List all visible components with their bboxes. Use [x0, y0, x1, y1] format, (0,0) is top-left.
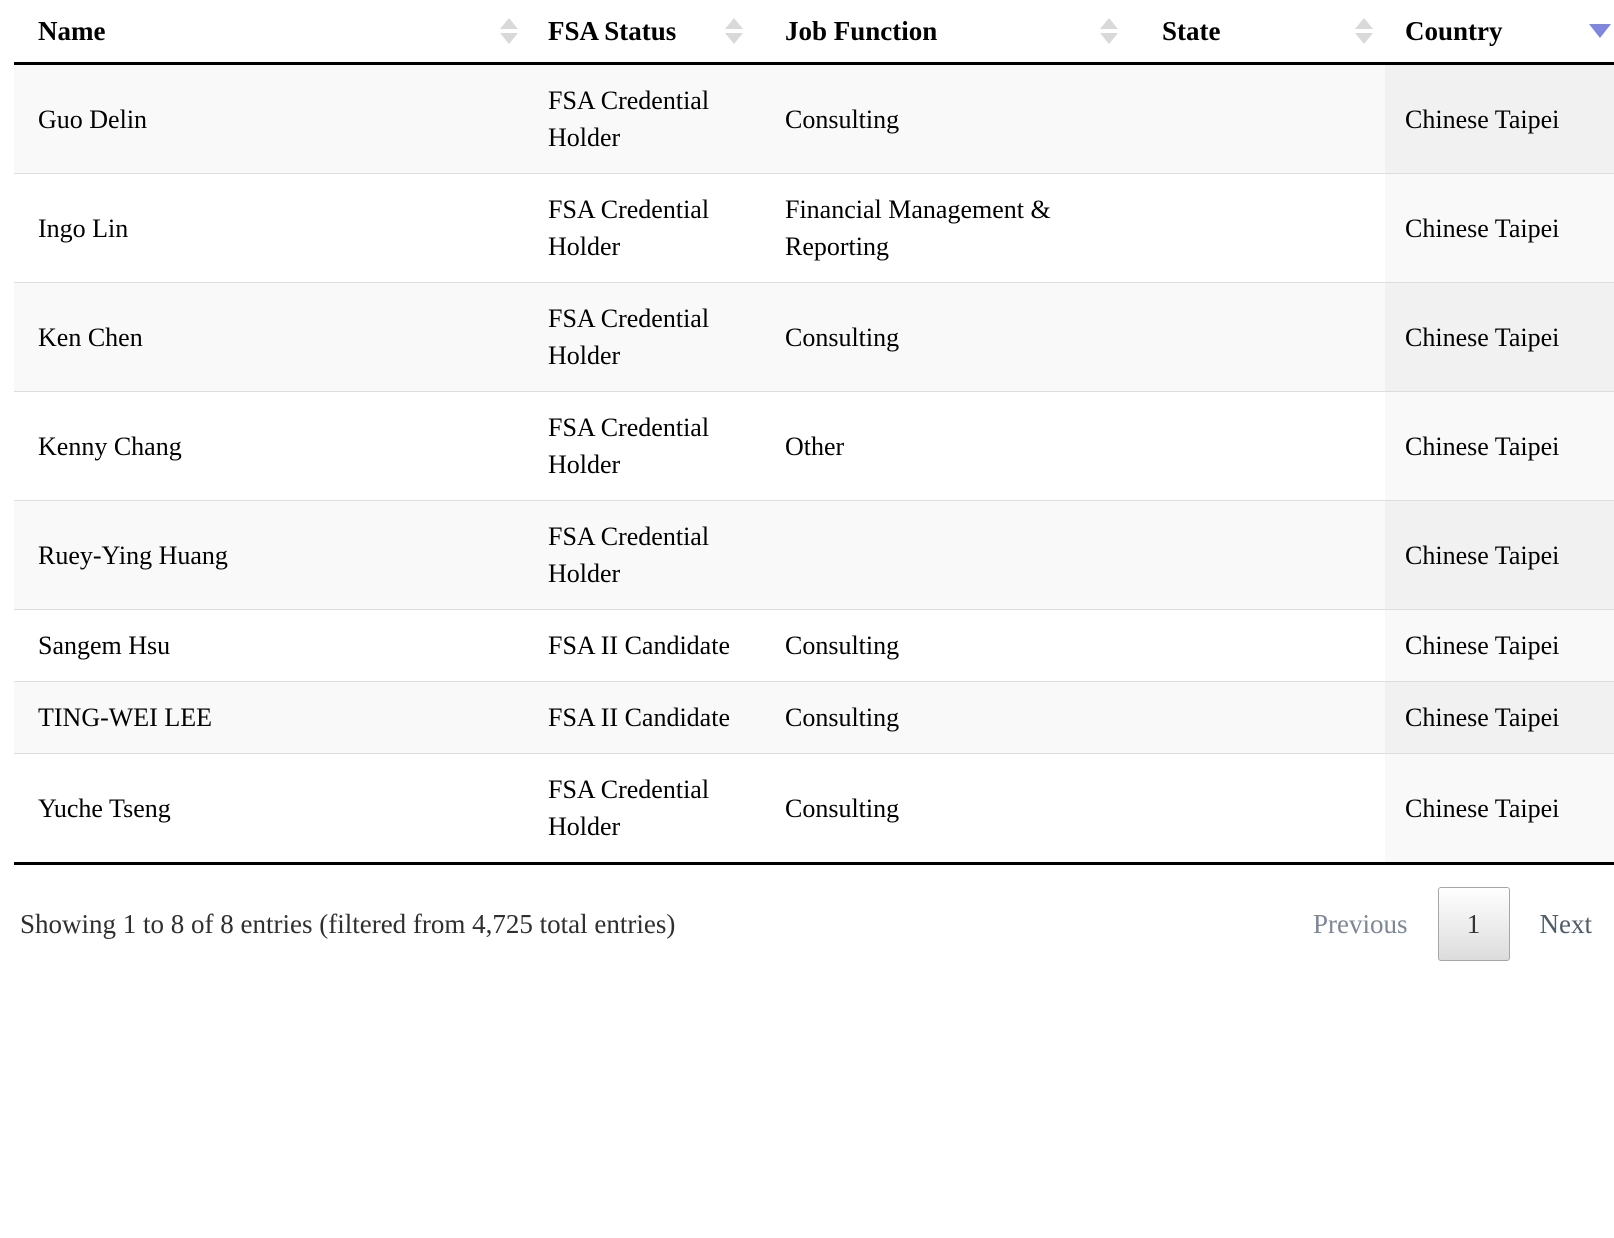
member-directory-results: Name FSA Status Job Function State Country G…	[14, 0, 1614, 985]
cell-fsa-status: FSA Credential Holder	[530, 753, 755, 865]
cell-name: Sangem Hsu	[14, 609, 530, 682]
cell-job-function	[755, 500, 1130, 610]
table-row: Ken Chen FSA Credential Holder Consulting C…	[14, 282, 1614, 392]
table-row: Ruey-Ying Huang FSA Credential Holder Chin…	[14, 500, 1614, 610]
cell-state	[1130, 753, 1385, 865]
cell-country: Chinese Taipei	[1385, 753, 1614, 865]
cell-fsa-status: FSA II Candidate	[530, 681, 755, 754]
table-header: Name FSA Status Job Function State Country	[14, 0, 1614, 65]
cell-name: Ken Chen	[14, 282, 530, 392]
table-row: TING-WEI LEE FSA II Candidate Consulting Ch…	[14, 681, 1614, 754]
cell-name: Guo Delin	[38, 104, 148, 134]
cell-state	[1130, 500, 1385, 610]
cell-job-function: Other	[755, 391, 1130, 501]
cell-name: TING-WEI LEE	[14, 681, 530, 754]
column-header-fsa-status[interactable]: FSA Status	[530, 0, 755, 65]
entries-info: Showing 1 to 8 of 8 entries (filtered fr…	[20, 908, 676, 939]
table-row: Ingo Lin FSA Credential Holder Financial M…	[14, 173, 1614, 283]
cell-name: Ingo Lin	[14, 173, 530, 283]
column-label: Job Function	[785, 16, 938, 46]
cell-fsa-status: FSA Credential Holder	[530, 391, 755, 501]
cell-name: Kenny Chang	[14, 391, 530, 501]
cell-fsa-status: FSA Credential Holder	[548, 86, 710, 152]
cell-job-function: Consulting	[755, 609, 1130, 682]
cell-job-function: Consulting	[785, 104, 900, 134]
table-row: Sangem Hsu FSA II Candidate Consulting Chin…	[14, 609, 1614, 682]
current-page-button[interactable]: 1	[1437, 887, 1510, 961]
sort-both-icon	[1100, 18, 1118, 44]
cell-state	[1130, 609, 1385, 682]
members-table: Name FSA Status Job Function State Country G…	[14, 0, 1614, 865]
cell-country: Chinese Taipei	[1385, 391, 1614, 501]
cell-state	[1130, 391, 1385, 501]
cell-job-function: Consulting	[755, 681, 1130, 754]
column-header-state[interactable]: State	[1130, 0, 1385, 65]
column-header-country[interactable]: Country	[1385, 0, 1614, 65]
cell-name: Yuche Tseng	[14, 753, 530, 865]
cell-state	[1130, 173, 1385, 283]
cell-country: Chinese Taipei	[1385, 500, 1614, 610]
sort-descending-icon	[1589, 24, 1611, 38]
column-header-job-function[interactable]: Job Function	[755, 0, 1130, 65]
cell-fsa-status: FSA Credential Holder	[530, 173, 755, 283]
column-label: Name	[38, 16, 106, 46]
sort-both-icon	[1355, 18, 1373, 44]
cell-state	[1130, 681, 1385, 754]
cell-country: Chinese Taipei	[1385, 681, 1614, 754]
cell-fsa-status: FSA Credential Holder	[530, 282, 755, 392]
cell-job-function: Financial Management & Reporting	[755, 173, 1130, 283]
table-row: Yuche Tseng FSA Credential Holder Consulti…	[14, 753, 1614, 865]
column-label: State	[1162, 16, 1221, 46]
cell-country: Chinese Taipei	[1385, 609, 1614, 682]
cell-job-function: Consulting	[755, 753, 1130, 865]
column-header-name[interactable]: Name	[14, 0, 530, 65]
next-page-button[interactable]: Next	[1539, 908, 1592, 939]
column-label: FSA Status	[548, 16, 677, 46]
column-label: Country	[1405, 16, 1503, 46]
pagination: Previous 1 Next	[1313, 887, 1592, 961]
cell-country: Chinese Taipei	[1385, 173, 1614, 283]
table-body: Guo Delin FSA Credential Holder Consulting…	[14, 63, 1614, 865]
table-row: Kenny Chang FSA Credential Holder Other Chi…	[14, 391, 1614, 501]
sort-both-icon	[725, 18, 743, 44]
header-row: Name FSA Status Job Function State Country	[14, 0, 1614, 65]
cell-country: Chinese Taipei	[1385, 63, 1614, 174]
cell-fsa-status: FSA Credential Holder	[530, 500, 755, 610]
previous-page-button[interactable]: Previous	[1313, 908, 1408, 939]
cell-name: Ruey-Ying Huang	[14, 500, 530, 610]
cell-state	[1130, 64, 1385, 174]
cell-job-function: Consulting	[755, 282, 1130, 392]
cell-state	[1130, 282, 1385, 392]
sort-both-icon	[500, 18, 518, 44]
table-row: Guo Delin FSA Credential Holder Consulting…	[14, 63, 1614, 174]
cell-fsa-status: FSA II Candidate	[530, 609, 755, 682]
table-footer: Showing 1 to 8 of 8 entries (filtered fr…	[14, 865, 1614, 985]
cell-country: Chinese Taipei	[1385, 282, 1614, 392]
